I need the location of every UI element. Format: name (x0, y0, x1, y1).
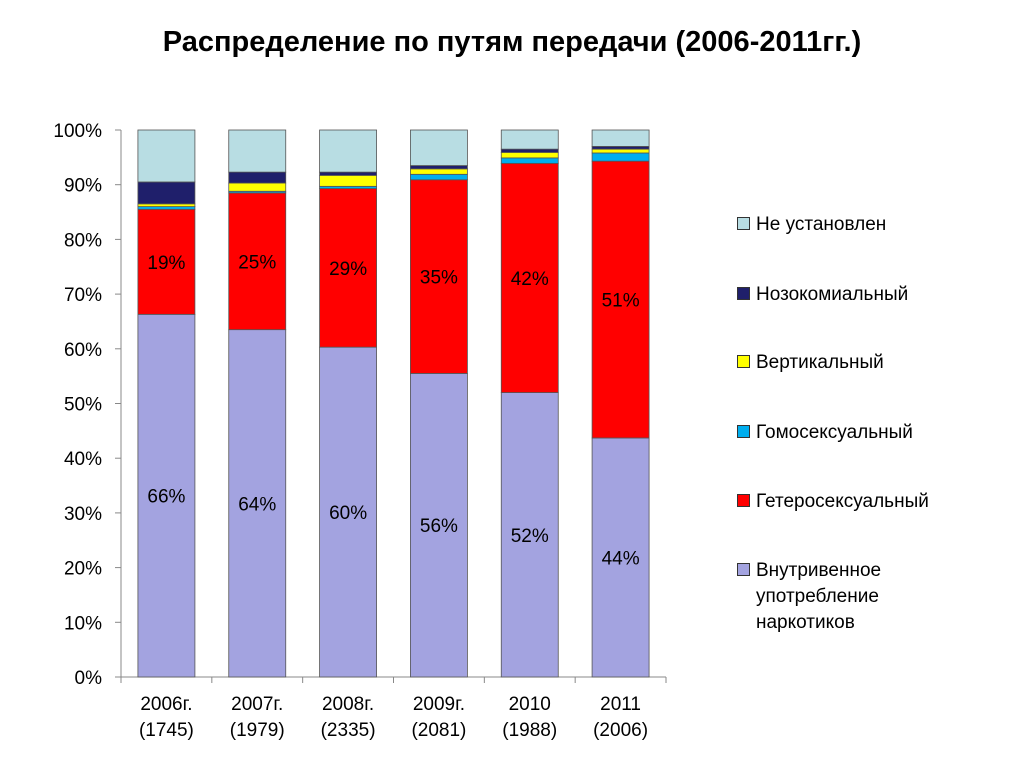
y-tick-label: 20% (64, 559, 102, 580)
y-tick-label: 90% (64, 176, 102, 197)
legend-item: Внутривенное употребление наркотиков (737, 558, 881, 636)
x-tick-label: 2009г. (413, 694, 465, 715)
legend-swatch (737, 425, 750, 438)
y-tick-label: 50% (64, 395, 102, 416)
y-tick-label: 60% (64, 340, 102, 361)
legend-item: Вертикальный (737, 350, 884, 376)
legend-item: Гетеросексуальный (737, 489, 929, 515)
data-label: 64% (238, 494, 276, 515)
bar-segment (137, 129, 196, 183)
legend-swatch (737, 563, 750, 576)
legend-swatch (737, 494, 750, 507)
data-label: 51% (602, 291, 640, 312)
y-tick-label: 70% (64, 285, 102, 306)
y-tick-label: 40% (64, 449, 102, 470)
bar-segment (228, 129, 287, 173)
y-tick-label: 80% (64, 230, 102, 251)
x-tick-label: (1745) (139, 720, 194, 741)
bar-segment (228, 192, 287, 331)
data-label: 19% (147, 253, 185, 274)
x-tick-label: 2006г. (140, 694, 192, 715)
bar-segment (591, 160, 650, 439)
bar-segment (591, 146, 650, 150)
data-label: 56% (420, 516, 458, 537)
bar-segment (500, 392, 559, 678)
legend-label: Вертикальный (756, 352, 884, 373)
chart-title: Распределение по путям передачи (2006-20… (162, 26, 862, 58)
legend-swatch (737, 355, 750, 368)
bar-segment (500, 162, 559, 393)
legend-label: Гетеросексуальный (756, 491, 929, 512)
bar-segment (410, 168, 468, 175)
bar-segment (591, 437, 650, 678)
x-tick-label: (1979) (230, 720, 285, 741)
data-label: 25% (238, 252, 276, 273)
bar-segment (500, 148, 559, 153)
y-tick-label: 30% (64, 504, 102, 525)
data-label: 35% (420, 268, 458, 289)
bar-segment (410, 165, 468, 170)
bar-segment (591, 148, 650, 154)
bar-segment (137, 203, 196, 207)
y-tick-label: 100% (53, 121, 102, 142)
legend-swatch (737, 287, 750, 300)
bar-segment (228, 171, 287, 184)
y-tick-label: 10% (64, 613, 102, 634)
bar-segment (319, 346, 377, 678)
x-tick-label: 2008г. (322, 694, 374, 715)
bar-segment (137, 313, 196, 678)
legend-label: Внутривенное употребление наркотиков (756, 560, 882, 633)
x-tick-label: (2006) (593, 720, 648, 741)
bar-segment (500, 157, 559, 164)
bar-segment (228, 182, 287, 192)
bar-segment (500, 152, 559, 159)
data-label: 29% (329, 259, 367, 280)
x-tick-label: (1988) (502, 720, 557, 741)
x-tick-label: 2007г. (231, 694, 283, 715)
legend-item: Не установлен (737, 212, 886, 238)
legend-label: Не установлен (756, 214, 887, 235)
y-tick-label: 0% (75, 668, 103, 689)
bar-segment (137, 208, 196, 315)
legend-item: Нозокомиальный (737, 282, 908, 308)
bar-segment (410, 179, 468, 374)
x-tick-label: 2011 (600, 694, 641, 715)
legend-label: Гомосексуальный (756, 422, 913, 443)
bar-segment (410, 129, 468, 166)
bar-segment (319, 171, 377, 176)
bar-segment (500, 129, 559, 150)
bar-segment (228, 329, 287, 678)
x-tick-label: (2335) (321, 720, 376, 741)
legend-item: Гомосексуальный (737, 420, 913, 446)
legend-label: Нозокомиальный (756, 284, 909, 305)
x-tick-label: (2081) (411, 720, 466, 741)
bar-segment (319, 188, 377, 348)
legend-swatch (737, 217, 750, 230)
data-label: 60% (329, 503, 367, 524)
bar-segment (137, 206, 196, 210)
data-label: 52% (511, 526, 549, 547)
bar-segment (319, 129, 377, 173)
bar-segment (319, 175, 377, 187)
bar-segment (591, 152, 650, 162)
bar-segment (410, 173, 468, 181)
bar-segment (591, 129, 650, 147)
bar-segment (137, 181, 196, 205)
data-label: 44% (602, 548, 640, 569)
x-tick-label: 2010 (509, 694, 551, 715)
data-label: 42% (511, 269, 549, 290)
data-label: 66% (147, 487, 185, 508)
